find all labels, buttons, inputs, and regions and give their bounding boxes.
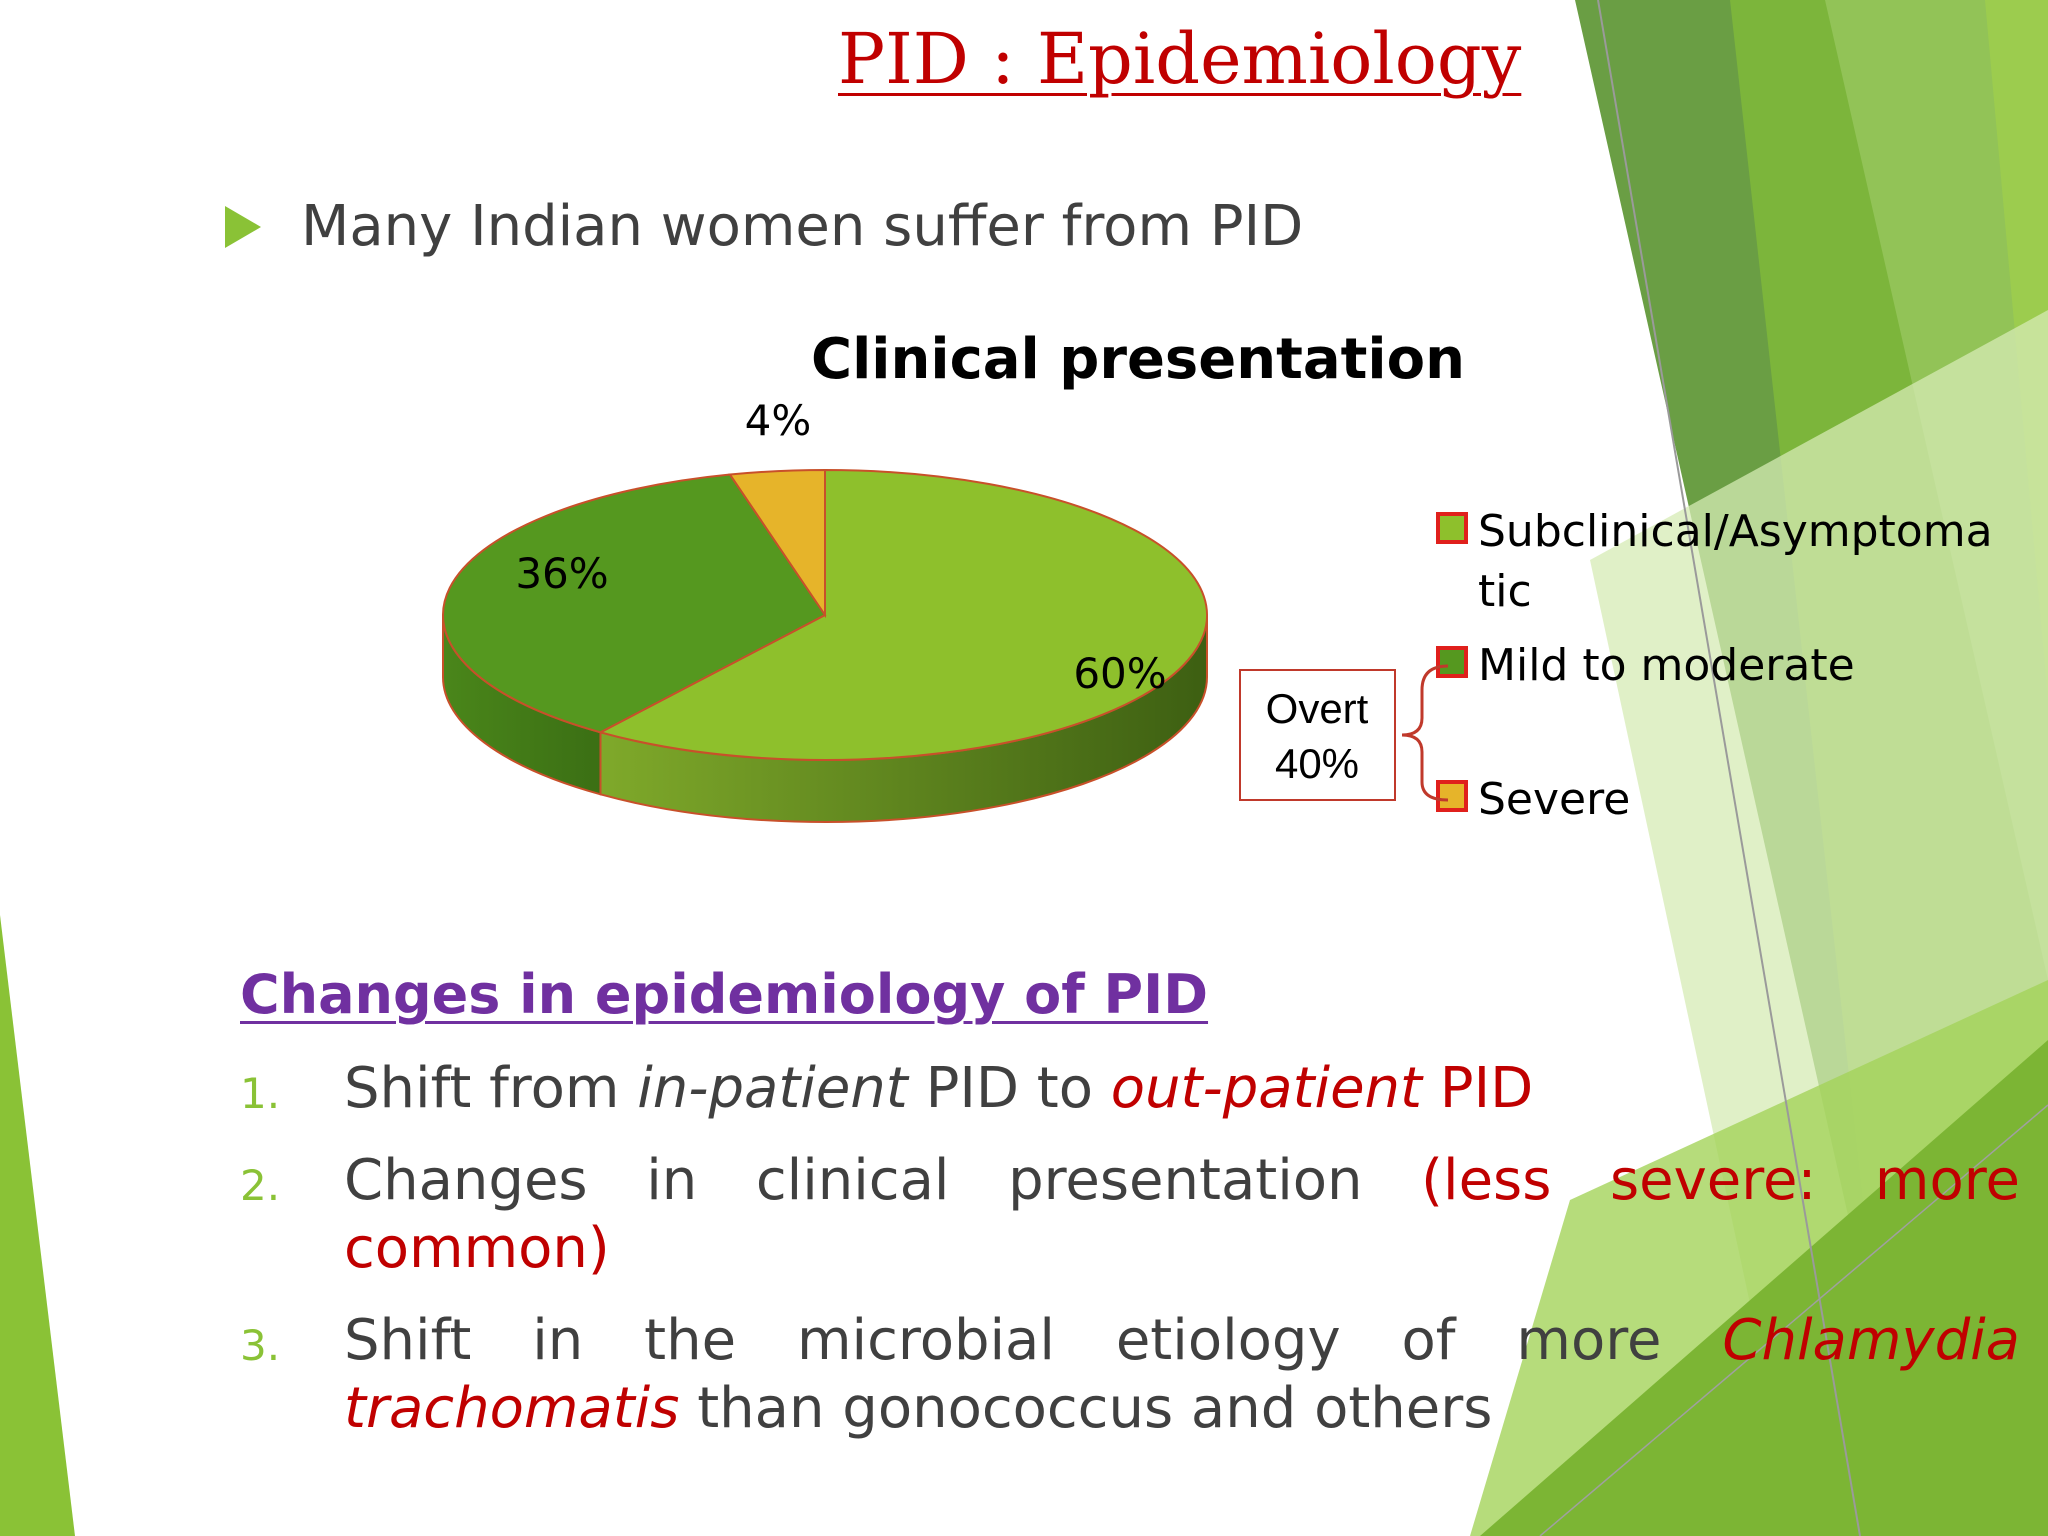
pie-group: 60% 36% 4% [442, 396, 1208, 823]
legend-label: tic [1478, 566, 1532, 617]
text-segment: PID to [907, 1056, 1111, 1121]
legend-marker [1436, 646, 1468, 678]
text-segment: than gonococcus and others [679, 1376, 1493, 1441]
text-segment: out-patient [1110, 1056, 1422, 1121]
overt-box [1239, 669, 1396, 801]
pie-data-label: 60% [1073, 649, 1166, 698]
slide-title: PID : Epidemiology [838, 18, 1522, 100]
legend-label: Mild to moderate [1478, 640, 1855, 691]
decor-bottom-green-wedge [1480, 1040, 2048, 1536]
text-segment: in-patient [637, 1056, 908, 1121]
pie-slice-0 [597, 468, 1208, 761]
text-segment: Shift in the microbial etiology of more [344, 1308, 1723, 1373]
text-segment: Changes in clinical presentation [344, 1148, 1422, 1213]
intro-bullet: Many Indian women suffer from PID [225, 194, 1303, 259]
legend-label: Severe [1478, 774, 1630, 825]
chart-title: Clinical presentation [811, 327, 1465, 392]
changes-list: 1. Shift from in-patient PID to out-pati… [240, 1055, 2020, 1467]
text-segment: Shift from [344, 1056, 638, 1121]
intro-bullet-text: Many Indian women suffer from PID [301, 194, 1304, 259]
decor-thin-line-2 [1539, 1104, 2048, 1536]
pie-slice-1 [442, 473, 827, 734]
pie-data-label: 36% [515, 549, 608, 598]
list-item-text: Changes in clinical presentation (less s… [344, 1147, 2020, 1283]
legend-marker [1436, 512, 1468, 544]
list-item-text: Shift from in-patient PID to out-patient… [344, 1055, 2020, 1123]
overt-value: 40% [1275, 740, 1359, 787]
legend-label: Subclinical/Asymptoma [1478, 506, 1993, 557]
pie-slice-2 [728, 468, 826, 619]
decor-left-green-shape [0, 915, 75, 1536]
text-segment: PID [1422, 1056, 1534, 1121]
list-number: 3. [240, 1321, 281, 1370]
overt-annotation: Overt 40% [1239, 664, 1449, 802]
list-item: 1. Shift from in-patient PID to out-pati… [240, 1055, 2020, 1123]
list-item-text: Shift in the microbial etiology of more … [344, 1307, 2020, 1443]
text-segment: (less severe: more common) [344, 1148, 2020, 1281]
chart-legend: Subclinical/Asymptoma tic Mild to moderate… [1436, 506, 1993, 825]
bullet-triangle-icon [225, 205, 261, 248]
list-number: 2. [240, 1161, 281, 1210]
overt-bracket [1401, 664, 1449, 802]
section-heading: Changes in epidemiology of PID [240, 963, 1209, 1026]
decor-thin-line-1 [1597, 0, 1861, 1536]
legend-marker [1436, 780, 1468, 812]
list-number: 1. [240, 1069, 281, 1118]
list-item: 2. Changes in clinical presentation (les… [240, 1147, 2020, 1283]
overt-label: Overt [1266, 685, 1369, 732]
list-item: 3. Shift in the microbial etiology of mo… [240, 1307, 2020, 1443]
text-segment: Chlamydia trachomatis [344, 1308, 2020, 1441]
pie-data-label: 4% [745, 396, 812, 445]
